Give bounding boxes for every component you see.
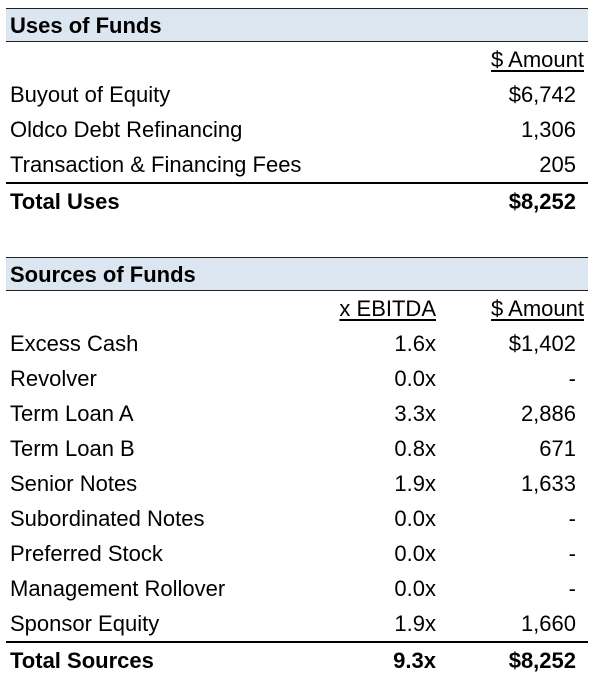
- row-amount: $1,402: [508, 331, 576, 356]
- row-amount: -: [568, 541, 576, 566]
- row-multiple: 1.6x: [394, 331, 436, 356]
- sources-row-management-rollover: Management Rollover 0.0x -: [6, 571, 588, 606]
- sources-row-excess-cash: Excess Cash 1.6x $1,402: [6, 326, 588, 361]
- row-label: Term Loan B: [10, 436, 135, 461]
- row-multiple: 3.3x: [394, 401, 436, 426]
- row-label: Revolver: [10, 366, 97, 391]
- uses-row-buyout: Buyout of Equity $6,742: [6, 77, 588, 112]
- row-amount: 671: [539, 436, 576, 461]
- row-amount: 1,633: [520, 471, 576, 496]
- uses-column-header-row: $ Amount: [6, 42, 588, 77]
- uses-amount-header: $ Amount: [491, 47, 584, 72]
- sources-row-sponsor-equity: Sponsor Equity 1.9x 1,660: [6, 606, 588, 641]
- row-amount: 1,306: [520, 117, 576, 142]
- total-amount: $8,252: [508, 189, 576, 214]
- sources-row-senior-notes: Senior Notes 1.9x 1,633: [6, 466, 588, 501]
- uses-row-fees: Transaction & Financing Fees 205: [6, 147, 588, 182]
- uses-of-funds-table: Uses of Funds $ Amount Buyout of Equity …: [6, 8, 588, 217]
- row-multiple: 0.0x: [394, 576, 436, 601]
- row-label: Senior Notes: [10, 471, 138, 496]
- row-amount: -: [568, 506, 576, 531]
- total-label: Total Uses: [10, 189, 120, 214]
- sources-row-preferred-stock: Preferred Stock 0.0x -: [6, 536, 588, 571]
- row-label: Oldco Debt Refinancing: [10, 117, 243, 142]
- row-label: Management Rollover: [10, 576, 226, 601]
- row-amount: 2,886: [520, 401, 576, 426]
- row-multiple: 1.9x: [394, 471, 436, 496]
- row-amount: $6,742: [508, 82, 576, 107]
- row-label: Preferred Stock: [10, 541, 163, 566]
- row-label: Sponsor Equity: [10, 611, 160, 636]
- row-amount: -: [568, 576, 576, 601]
- sources-amount-header: $ Amount: [491, 296, 584, 321]
- sources-row-subordinated-notes: Subordinated Notes 0.0x -: [6, 501, 588, 536]
- row-label: Subordinated Notes: [10, 506, 205, 531]
- row-amount: 1,660: [520, 611, 576, 636]
- ebitda-multiple-header: x EBITDA: [339, 296, 436, 321]
- sources-row-term-loan-a: Term Loan A 3.3x 2,886: [6, 396, 588, 431]
- row-multiple: 0.0x: [394, 366, 436, 391]
- total-multiple: 9.3x: [393, 648, 436, 673]
- row-multiple: 0.0x: [394, 541, 436, 566]
- sources-of-funds-table: Sources of Funds x EBITDA $ Amount Exces…: [6, 257, 588, 676]
- sources-row-revolver: Revolver 0.0x -: [6, 361, 588, 396]
- row-amount: 205: [539, 152, 576, 177]
- sources-column-header-row: x EBITDA $ Amount: [6, 291, 588, 326]
- row-multiple: 1.9x: [394, 611, 436, 636]
- row-multiple: 0.8x: [394, 436, 436, 461]
- sources-of-funds-title: Sources of Funds: [6, 257, 588, 291]
- row-amount: -: [568, 366, 576, 391]
- uses-row-refinancing: Oldco Debt Refinancing 1,306: [6, 112, 588, 147]
- sources-row-term-loan-b: Term Loan B 0.8x 671: [6, 431, 588, 466]
- uses-of-funds-title: Uses of Funds: [6, 8, 588, 42]
- total-amount: $8,252: [508, 648, 576, 673]
- uses-total-row: Total Uses $8,252: [6, 182, 588, 217]
- row-label: Term Loan A: [10, 401, 134, 426]
- row-label: Excess Cash: [10, 331, 139, 356]
- sources-total-row: Total Sources 9.3x $8,252: [6, 641, 588, 676]
- row-multiple: 0.0x: [394, 506, 436, 531]
- row-label: Buyout of Equity: [10, 82, 171, 107]
- row-label: Transaction & Financing Fees: [10, 152, 302, 177]
- total-label: Total Sources: [10, 648, 154, 673]
